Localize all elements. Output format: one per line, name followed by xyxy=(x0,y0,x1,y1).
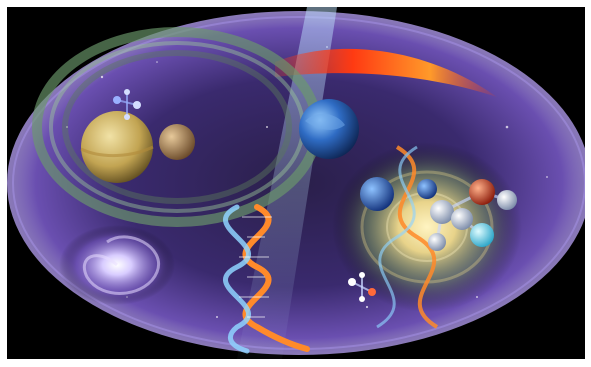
dna-helix-secondary xyxy=(376,145,439,329)
dna-helix xyxy=(223,204,310,354)
earth-like-planet xyxy=(299,99,359,159)
small-molecule-icon xyxy=(113,89,141,120)
moon xyxy=(159,124,195,160)
cosmic-collage-illustration xyxy=(7,7,585,359)
spiral-galaxy xyxy=(59,225,175,305)
small-molecule-icon-2 xyxy=(348,272,376,302)
artwork-canvas xyxy=(7,7,585,359)
solar-flare xyxy=(275,48,497,97)
molecule-models xyxy=(360,177,517,251)
ringed-planet xyxy=(32,27,322,227)
